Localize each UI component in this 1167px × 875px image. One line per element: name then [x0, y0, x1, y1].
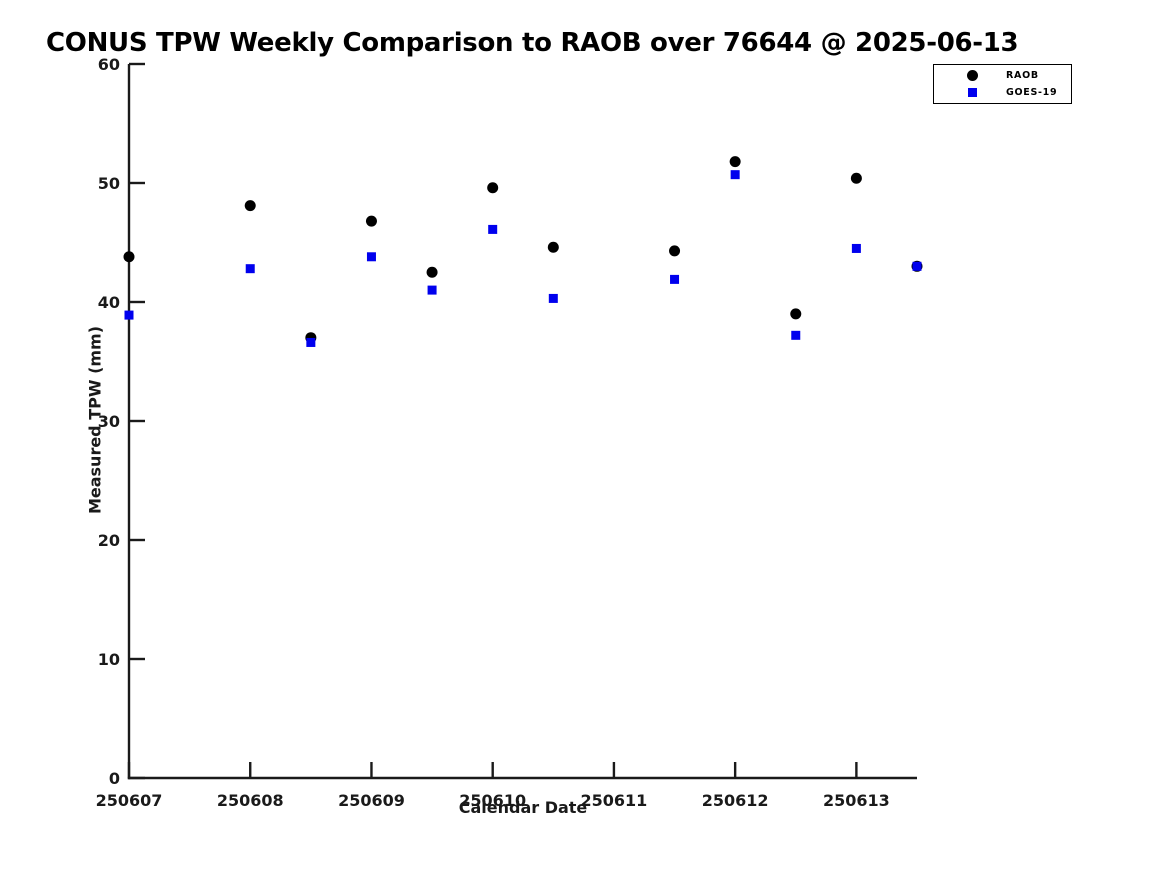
- data-point-raob: [790, 308, 802, 320]
- legend-label-raob: RAOB: [1006, 70, 1039, 81]
- data-point-goes-19: [488, 224, 498, 234]
- data-point-goes-19: [245, 264, 255, 274]
- legend-item-goes19: GOES-19: [934, 86, 1071, 99]
- chart-title: CONUS TPW Weekly Comparison to RAOB over…: [46, 28, 1019, 58]
- y-tick-label: 10: [98, 650, 120, 669]
- data-point-raob: [669, 245, 681, 257]
- data-point-raob: [244, 200, 256, 212]
- data-point-raob: [850, 172, 862, 184]
- x-tick-label: 250613: [823, 791, 890, 810]
- data-point-goes-19: [124, 310, 134, 320]
- data-point-raob: [123, 251, 135, 263]
- x-tick-label: 250610: [459, 791, 526, 810]
- legend-marker-cell: [966, 88, 979, 97]
- data-point-raob: [547, 241, 559, 253]
- data-point-goes-19: [306, 337, 316, 347]
- x-axis-label: Calendar Date: [458, 798, 588, 817]
- legend-item-raob: RAOB: [934, 69, 1071, 82]
- y-tick-label: 20: [98, 531, 120, 550]
- data-point-goes-19: [366, 252, 376, 262]
- data-point-goes-19: [791, 330, 801, 340]
- y-axis-label: Measured TPW (mm): [85, 325, 105, 515]
- data-point-raob: [487, 182, 499, 194]
- data-point-goes-19: [730, 170, 740, 180]
- y-tick-label: 0: [109, 769, 120, 788]
- data-point-raob: [365, 215, 377, 227]
- legend: RAOB GOES-19: [933, 64, 1072, 104]
- data-point-raob: [729, 156, 741, 168]
- x-tick-label: 250611: [581, 791, 648, 810]
- goes19-square-marker-icon: [968, 88, 977, 97]
- data-point-goes-19: [427, 285, 437, 295]
- x-tick-label: 250609: [338, 791, 405, 810]
- x-tick-label: 250612: [702, 791, 769, 810]
- legend-label-goes19: GOES-19: [1006, 87, 1058, 98]
- legend-marker-cell: [966, 70, 979, 81]
- data-point-goes-19: [912, 261, 922, 271]
- y-tick-label: 40: [98, 293, 120, 312]
- x-tick-label: 250607: [96, 791, 163, 810]
- data-point-goes-19: [670, 274, 680, 284]
- raob-circle-marker-icon: [967, 70, 978, 81]
- data-point-goes-19: [851, 243, 861, 253]
- x-tick-label: 250608: [217, 791, 284, 810]
- data-point-raob: [426, 266, 438, 278]
- y-tick-label: 60: [98, 55, 120, 74]
- y-tick-label: 30: [98, 412, 120, 431]
- data-point-goes-19: [548, 293, 558, 303]
- y-tick-label: 50: [98, 174, 120, 193]
